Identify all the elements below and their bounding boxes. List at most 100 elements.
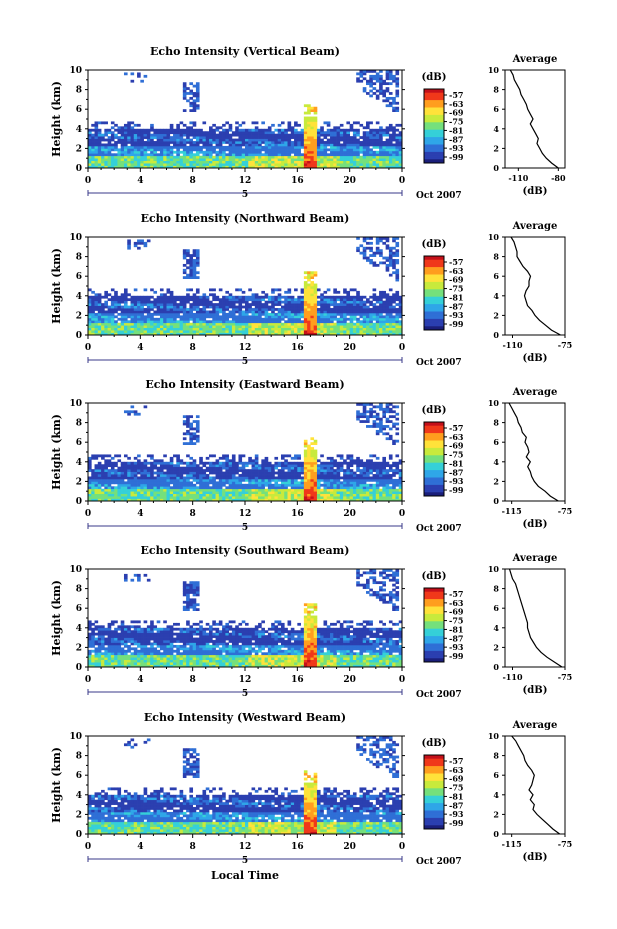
- heatmap-cell: [277, 486, 282, 490]
- heatmap-cell: [333, 165, 337, 169]
- heatmap-cell: [294, 288, 298, 292]
- heatmap-cell: [382, 308, 386, 311]
- heatmap-cell: [179, 466, 184, 470]
- heatmap-cell: [215, 155, 220, 159]
- heatmap-cell: [159, 160, 164, 164]
- heatmap-cell: [199, 141, 203, 144]
- heatmap-cell: [303, 496, 308, 499]
- heatmap-cell: [114, 303, 118, 306]
- heatmap-cell: [163, 310, 167, 314]
- heatmap-cell: [202, 461, 207, 465]
- heatmap-cell: [264, 310, 269, 314]
- heatmap-cell: [248, 496, 252, 499]
- x-tick-label: 0: [399, 176, 405, 186]
- heatmap-cell: [294, 478, 298, 482]
- heatmap-cell: [333, 496, 337, 499]
- colorbar-swatch: [424, 305, 444, 309]
- heatmap-cell: [212, 163, 216, 166]
- heatmap-cell: [133, 469, 138, 472]
- heatmap-cell: [104, 320, 108, 324]
- heatmap-cell: [153, 303, 158, 306]
- heatmap-cell: [150, 305, 154, 309]
- heatmap-cell: [215, 160, 220, 164]
- heatmap-cell: [320, 454, 324, 458]
- heatmap-cell: [287, 471, 292, 475]
- heatmap-cell: [110, 317, 115, 321]
- heatmap-cell: [110, 163, 115, 166]
- heatmap-cell: [101, 303, 105, 306]
- heatmap-cell: [156, 145, 161, 149]
- heatmap-cell: [235, 131, 239, 135]
- heatmap-cell: [339, 325, 344, 328]
- heatmap-cell: [189, 153, 194, 157]
- heatmap-cell: [271, 155, 275, 159]
- heatmap-cell: [186, 432, 190, 436]
- heatmap-cell: [110, 315, 115, 319]
- heatmap-cell: [225, 300, 229, 304]
- heatmap-cell: [290, 163, 295, 166]
- heatmap-cell: [209, 320, 213, 324]
- heatmap-cell: [195, 478, 200, 482]
- heatmap-cell: [137, 246, 141, 250]
- heatmap-cell: [287, 481, 292, 485]
- heatmap-cell: [192, 308, 197, 311]
- heatmap-cell: [248, 320, 252, 324]
- heatmap-cell: [127, 308, 131, 311]
- heatmap-cell: [339, 317, 344, 321]
- heatmap-cell: [280, 454, 285, 458]
- heatmap-cell: [159, 498, 164, 502]
- heatmap-cell: [336, 303, 341, 306]
- heatmap-cell: [137, 158, 141, 161]
- heatmap-cell: [91, 148, 95, 152]
- heatmap-cell: [110, 308, 115, 311]
- heatmap-cell: [88, 456, 92, 460]
- colorbar-swatch: [424, 111, 444, 114]
- heatmap-cell: [258, 498, 262, 502]
- heatmap-cell: [307, 141, 311, 144]
- heatmap-cell: [375, 163, 380, 166]
- heatmap-cell: [169, 303, 174, 306]
- heatmap-cell: [297, 317, 301, 321]
- heatmap-cell: [297, 330, 301, 333]
- heatmap-cell: [241, 133, 246, 137]
- colorbar-frame: [423, 88, 445, 164]
- heatmap-cell: [176, 148, 180, 152]
- heatmap-cell: [258, 325, 262, 328]
- heatmap-cell: [114, 136, 118, 139]
- heatmap-cell: [104, 155, 108, 159]
- heatmap-cell: [379, 148, 383, 152]
- heatmap-cell: [258, 131, 262, 135]
- heatmap-cell: [366, 133, 370, 137]
- heatmap-cell: [375, 295, 380, 299]
- heatmap-cell: [310, 327, 315, 331]
- heatmap-cell: [251, 131, 256, 135]
- heatmap-cell: [153, 459, 158, 463]
- heatmap-cell: [117, 483, 122, 487]
- heatmap-cell: [153, 498, 158, 502]
- heatmap-cell: [362, 330, 367, 333]
- heatmap-cell: [186, 498, 190, 502]
- heatmap-cell: [104, 160, 108, 164]
- heatmap-cell: [326, 141, 331, 144]
- heatmap-cell: [218, 483, 223, 487]
- heatmap-cell: [182, 251, 187, 255]
- heatmap-cell: [372, 251, 377, 255]
- heatmap-cell: [202, 300, 207, 304]
- heatmap-cell: [169, 126, 174, 130]
- heatmap-cell: [274, 330, 279, 333]
- heatmap-cell: [218, 488, 223, 492]
- heatmap-cell: [228, 466, 233, 470]
- heatmap-cell: [192, 254, 197, 257]
- heatmap-cell: [117, 163, 122, 166]
- heatmap-cell: [290, 496, 295, 499]
- heatmap-cell: [277, 476, 282, 480]
- heatmap-cell: [91, 312, 95, 316]
- x-tick-label: 20: [343, 176, 356, 186]
- heatmap-cell: [264, 493, 269, 497]
- heatmap-cell: [91, 322, 95, 326]
- heatmap-cell: [107, 141, 112, 144]
- heatmap-cell: [156, 305, 161, 309]
- heatmap-cell: [339, 312, 344, 316]
- heatmap-cell: [159, 165, 164, 169]
- heatmap-cell: [195, 498, 200, 502]
